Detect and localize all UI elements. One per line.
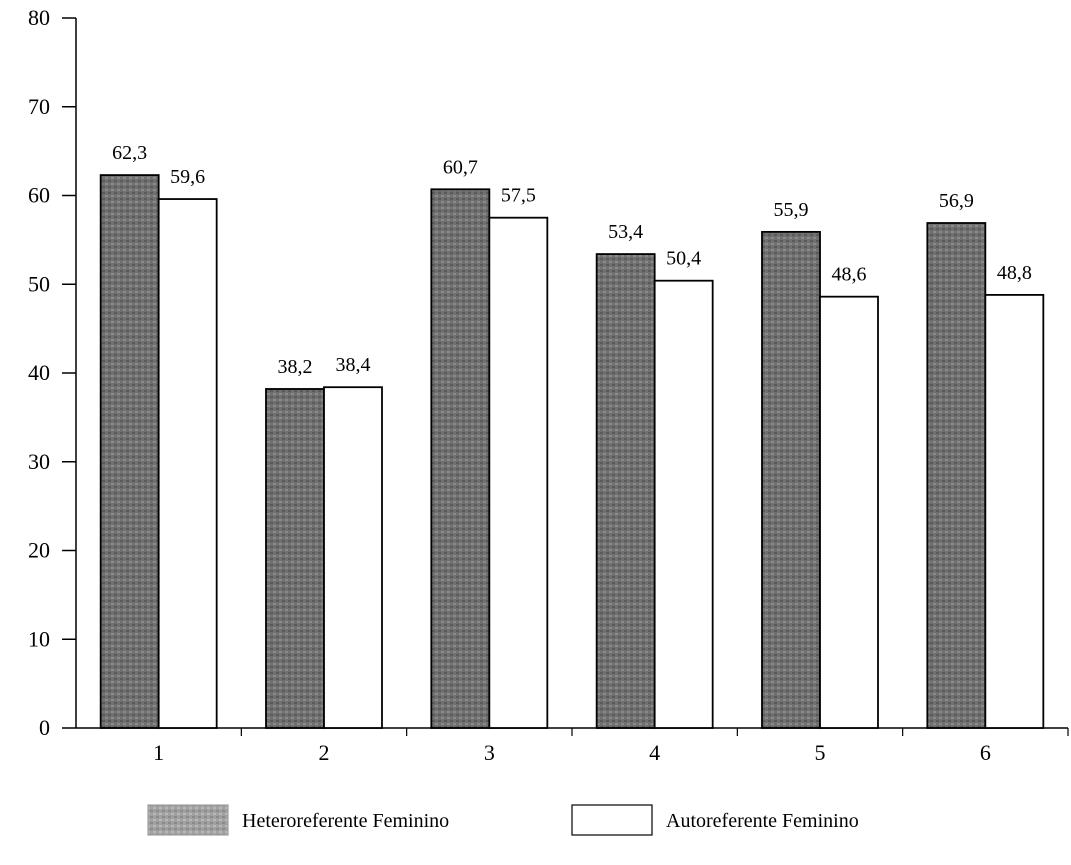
x-tick-label: 3: [484, 740, 495, 765]
y-tick-label: 0: [39, 715, 50, 740]
legend-label: Autoreferente Feminino: [666, 810, 859, 832]
legend-swatch: [147, 804, 229, 836]
data-label: 38,4: [336, 354, 371, 376]
x-tick-label: 6: [980, 740, 991, 765]
bar-autoreferente-4: [653, 279, 714, 729]
bar-heteroreferente-1: [99, 174, 160, 729]
bar-heteroreferente-2: [265, 388, 325, 729]
y-tick-label: 80: [28, 5, 50, 30]
bar-autoreferente-2: [323, 386, 383, 729]
y-tick-label: 40: [28, 360, 50, 385]
y-tick-label: 30: [28, 449, 50, 474]
data-label: 60,7: [443, 156, 478, 178]
bar-heteroreferente-5: [761, 230, 821, 729]
x-tick-label: 4: [649, 740, 660, 765]
bar-heteroreferente-6: [926, 222, 987, 729]
bar-autoreferente-1: [157, 198, 218, 729]
y-tick-label: 70: [28, 94, 50, 119]
y-tick-label: 50: [28, 271, 50, 296]
data-label: 38,2: [278, 356, 313, 378]
y-tick-label: 60: [28, 183, 50, 208]
y-tick-label: 10: [28, 626, 50, 651]
legend-label: Heteroreferente Feminino: [242, 810, 449, 832]
x-tick-label: 1: [153, 740, 164, 765]
legend-swatch: [571, 804, 653, 836]
x-tick-label: 2: [319, 740, 330, 765]
y-tick-label: 20: [28, 538, 50, 563]
legend: Heteroreferente Feminino Autoreferente Fe…: [147, 804, 859, 836]
bar-autoreferente-6: [984, 293, 1045, 729]
bars: [99, 174, 1045, 729]
data-label: 59,6: [170, 166, 205, 188]
data-labels: 62,3 59,6 38,2 38,4 60,7 57,5 53,4 50,4 55,9 48,6…: [112, 142, 1032, 378]
bar-autoreferente-3: [488, 216, 549, 729]
bar-autoreferente-5: [819, 295, 879, 729]
data-label: 56,9: [939, 190, 974, 212]
x-tick-label: 5: [815, 740, 826, 765]
data-label: 48,6: [832, 264, 867, 286]
data-label: 53,4: [608, 221, 643, 243]
bar-heteroreferente-3: [430, 188, 491, 729]
data-label: 57,5: [501, 185, 536, 207]
axes: 0 10 20 30 40 50 60 70 80 1 2 3 4 5 6: [28, 5, 1069, 765]
data-label: 48,8: [997, 262, 1032, 284]
data-label: 50,4: [666, 248, 701, 270]
bar-heteroreferente-4: [595, 253, 656, 729]
data-label: 62,3: [112, 142, 147, 164]
data-label: 55,9: [774, 199, 809, 221]
